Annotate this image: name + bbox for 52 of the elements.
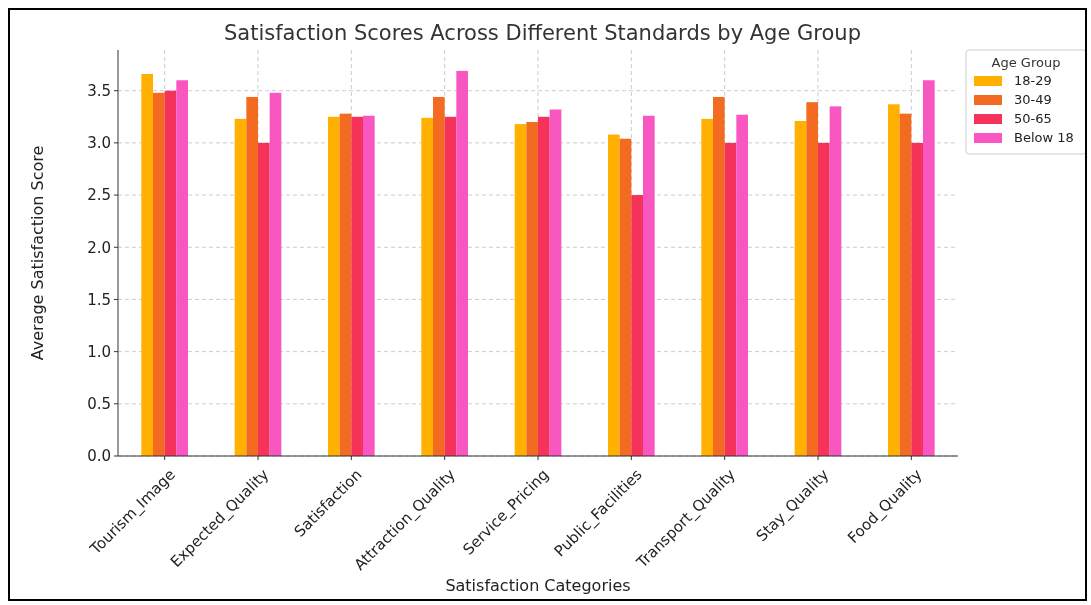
bar <box>258 142 270 456</box>
legend-label: Below 18 <box>1014 130 1074 145</box>
y-tick-label: 3.5 <box>87 81 111 100</box>
bar <box>724 142 737 456</box>
bar <box>888 104 900 456</box>
bar <box>899 113 912 456</box>
bar <box>608 134 620 456</box>
y-axis-title: Average Satisfaction Score <box>28 145 47 361</box>
bar <box>246 96 258 456</box>
bar <box>456 70 468 456</box>
legend-label: 18-29 <box>1014 73 1052 88</box>
bar <box>911 142 923 456</box>
bar <box>141 74 153 456</box>
bar <box>549 109 562 456</box>
bar <box>713 96 725 456</box>
y-tick-label: 3.0 <box>87 134 111 153</box>
bar <box>234 118 247 456</box>
bar <box>643 115 655 456</box>
y-tick-label: 2.0 <box>87 238 111 257</box>
bar <box>526 122 538 456</box>
bar <box>176 80 188 456</box>
bar <box>351 116 363 456</box>
bar <box>829 106 842 456</box>
bar <box>631 195 643 456</box>
bar <box>433 96 445 456</box>
bar <box>514 124 527 456</box>
bar <box>806 102 818 456</box>
bar <box>619 138 632 456</box>
bar <box>153 92 165 456</box>
legend-label: 50-65 <box>1014 111 1052 126</box>
bar <box>444 116 457 456</box>
legend-title: Age Group <box>991 55 1061 70</box>
bar <box>923 80 935 456</box>
bar <box>794 120 807 456</box>
bar <box>363 115 375 456</box>
bar <box>421 117 433 456</box>
bar <box>164 90 177 456</box>
bar <box>538 116 550 456</box>
bar <box>736 114 748 456</box>
y-tick-label: 2.5 <box>87 186 111 205</box>
y-tick-label: 0.0 <box>87 447 111 466</box>
bar <box>339 113 352 456</box>
y-tick-label: 0.5 <box>87 395 111 414</box>
x-axis-title: Satisfaction Categories <box>445 576 631 595</box>
bar <box>818 142 830 456</box>
bar <box>328 116 340 456</box>
bar <box>701 118 713 456</box>
legend-label: 30-49 <box>1014 92 1052 107</box>
y-tick-label: 1.0 <box>87 342 111 361</box>
bar <box>269 92 282 456</box>
y-tick-label: 1.5 <box>87 290 111 309</box>
chart-title: Satisfaction Scores Across Different Standards by Age Group <box>224 21 861 45</box>
